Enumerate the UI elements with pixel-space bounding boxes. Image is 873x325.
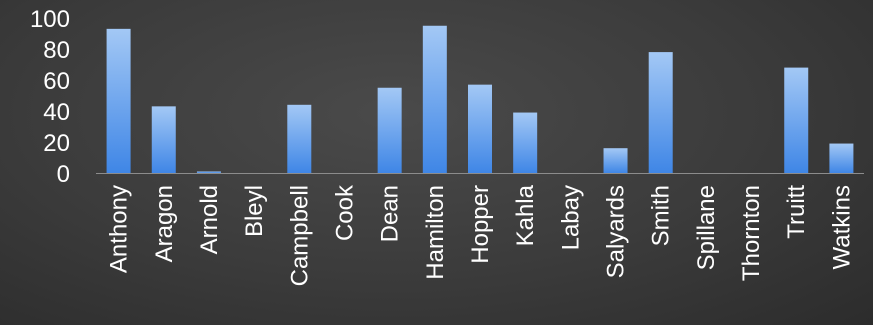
bar-kahla bbox=[513, 112, 538, 173]
bar-smith bbox=[648, 52, 673, 173]
bar-salyards bbox=[603, 148, 628, 173]
x-category-label: Truitt bbox=[783, 185, 810, 239]
x-category-label: Watkins bbox=[828, 185, 855, 269]
x-category-label: Hopper bbox=[467, 185, 494, 264]
bar-watkins bbox=[829, 143, 854, 173]
x-category-label: Aragon bbox=[151, 185, 178, 262]
y-tick-label: 40 bbox=[43, 99, 70, 126]
bar-dean bbox=[377, 87, 402, 173]
bar-anthony bbox=[106, 28, 131, 173]
x-category-label: Thornton bbox=[738, 185, 765, 281]
bar-campbell bbox=[287, 104, 312, 173]
bar-hopper bbox=[468, 84, 492, 173]
x-category-label: Dean bbox=[377, 185, 404, 242]
x-category-label: Hamilton bbox=[422, 185, 449, 280]
x-category-label: Kahla bbox=[512, 184, 539, 246]
y-tick-label: 0 bbox=[57, 161, 70, 188]
bars-group bbox=[106, 25, 854, 173]
y-axis-tick-labels: 0 20 40 60 80 100 bbox=[30, 6, 70, 188]
bar-aragon bbox=[151, 106, 176, 173]
x-category-label: Campbell bbox=[286, 185, 313, 286]
x-category-label: Labay bbox=[557, 185, 584, 250]
y-tick-label: 100 bbox=[30, 6, 70, 33]
x-category-label: Smith bbox=[648, 185, 675, 246]
x-category-label: Cook bbox=[331, 184, 358, 241]
x-category-label: Salyards bbox=[603, 185, 630, 278]
x-category-label: Bleyl bbox=[241, 185, 268, 237]
x-category-label: Spillane bbox=[693, 185, 720, 270]
bar-hamilton bbox=[422, 25, 447, 173]
y-tick-label: 20 bbox=[43, 130, 70, 157]
y-tick-label: 60 bbox=[43, 68, 70, 95]
x-category-label: Anthony bbox=[106, 185, 133, 273]
x-category-label: Arnold bbox=[196, 185, 223, 254]
y-tick-label: 80 bbox=[43, 37, 70, 64]
bar-arnold bbox=[196, 171, 221, 173]
x-axis-category-labels: Anthony Aragon Arnold Bleyl Campbell Cook Dean… bbox=[106, 184, 856, 286]
bar-truitt bbox=[784, 67, 809, 173]
